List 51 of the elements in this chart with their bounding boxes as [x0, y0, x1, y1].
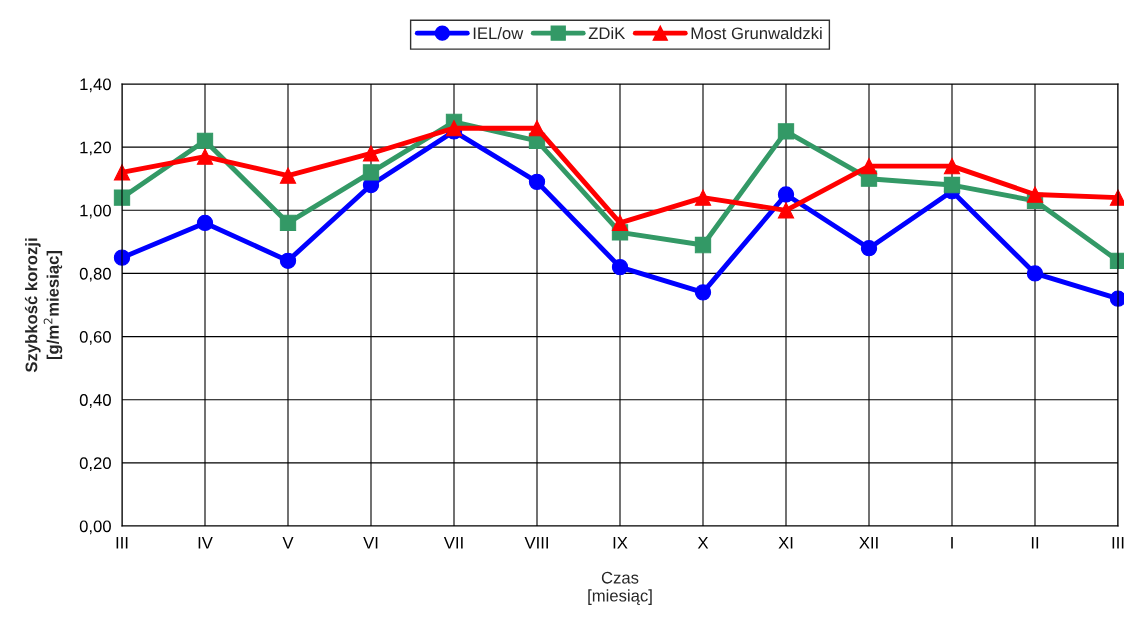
point — [777, 202, 795, 219]
y-tick-label: 0,80 — [79, 267, 111, 282]
y-axis-title: Szybkość korozji [g/m$^{2}$miesiąc] — [24, 238, 63, 373]
y-tick-label: 1,00 — [80, 204, 111, 219]
y-tick-label: 1,40 — [80, 78, 111, 93]
point — [196, 148, 214, 165]
x-axis-title: Czas [miesiąc] — [588, 571, 652, 605]
point — [694, 189, 712, 206]
point — [528, 120, 546, 137]
point — [362, 164, 380, 181]
legend-label: IEL/ow — [473, 26, 524, 40]
x-tick-label: III — [116, 537, 128, 549]
point — [1026, 265, 1044, 282]
point — [279, 214, 297, 232]
point — [611, 258, 629, 276]
x-tick-label: IX — [613, 537, 628, 549]
point — [611, 214, 629, 232]
point — [528, 173, 546, 191]
y-tick-label: 0,00 — [79, 520, 111, 535]
point — [860, 157, 878, 175]
legend-label: ZDiK — [588, 26, 626, 40]
x-tick-label: VII — [443, 537, 463, 549]
point — [694, 284, 712, 301]
x-tick-label: VI — [363, 537, 378, 549]
x-tick-label: X — [697, 537, 709, 549]
point — [694, 236, 712, 254]
point — [777, 186, 795, 203]
point — [362, 145, 380, 162]
y-tick-label: 0,60 — [79, 330, 111, 345]
y-tick-label: 1,20 — [80, 141, 111, 156]
x-tick-label: XI — [778, 537, 793, 549]
x-tick-label: VIII — [524, 537, 548, 549]
x-tick-label: V — [282, 537, 294, 549]
point — [860, 240, 878, 257]
x-tick-label: IV — [198, 537, 213, 549]
x-tick-label: I — [951, 537, 953, 549]
point — [943, 157, 961, 175]
x-tick-label: III — [1112, 537, 1124, 549]
point — [279, 167, 297, 184]
point — [113, 189, 131, 206]
y-tick-label: 0,40 — [79, 394, 111, 408]
point — [196, 132, 214, 149]
point — [777, 123, 795, 140]
legend-label: Most Grunwaldzki — [691, 26, 822, 40]
x-tick-label: II — [1031, 537, 1039, 549]
point — [196, 214, 214, 232]
y-tick-label: 0,20 — [79, 457, 111, 472]
point — [943, 176, 961, 194]
point — [279, 252, 297, 269]
point — [1026, 186, 1044, 203]
x-tick-label: XII — [859, 537, 878, 549]
